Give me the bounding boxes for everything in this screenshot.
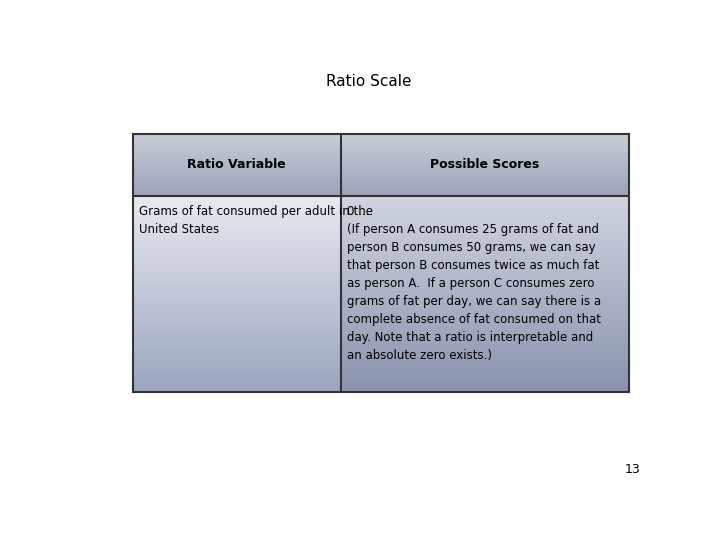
- Text: Grams of fat consumed per adult in the
United States: Grams of fat consumed per adult in the U…: [139, 205, 373, 236]
- Text: Possible Scores: Possible Scores: [430, 158, 539, 171]
- Text: Ratio Variable: Ratio Variable: [187, 158, 286, 171]
- Text: 0 ...
(If person A consumes 25 grams of fat and
person B consumes 50 grams, we c: 0 ... (If person A consumes 25 grams of …: [347, 205, 601, 362]
- Text: 13: 13: [624, 463, 640, 476]
- Text: Ratio Scale: Ratio Scale: [326, 74, 412, 89]
